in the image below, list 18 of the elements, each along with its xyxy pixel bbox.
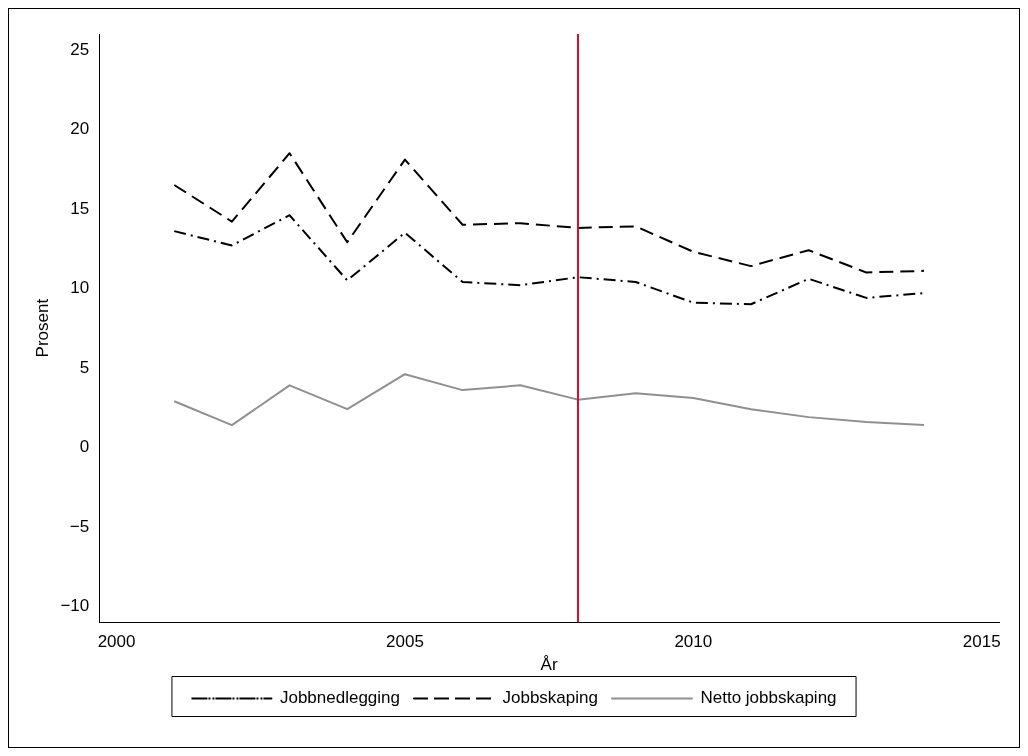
legend-label: Netto jobbskaping [700, 688, 837, 708]
y-tick-label: 25 [70, 39, 90, 59]
x-tick-label: 2005 [386, 632, 424, 652]
line-series [173, 152, 926, 274]
y-tick-label: 0 [79, 437, 90, 457]
legend-label: Jobbskaping [502, 688, 598, 708]
y-tick-label: 20 [70, 119, 90, 139]
y-axis-title: Prosent [32, 298, 52, 358]
legend-label: Jobbnedlegging [279, 688, 401, 708]
x-axis-title: År [540, 655, 558, 675]
y-tick-label: −10 [60, 595, 90, 615]
y-tick-label: 5 [79, 357, 90, 377]
x-tick-label: 2000 [97, 632, 136, 652]
x-tick-label: 2010 [674, 632, 713, 652]
y-tick-label: −5 [69, 516, 90, 536]
y-tick-label: 10 [70, 278, 90, 298]
x-tick-label: 2015 [962, 632, 1001, 652]
y-tick-label: 15 [70, 198, 90, 218]
